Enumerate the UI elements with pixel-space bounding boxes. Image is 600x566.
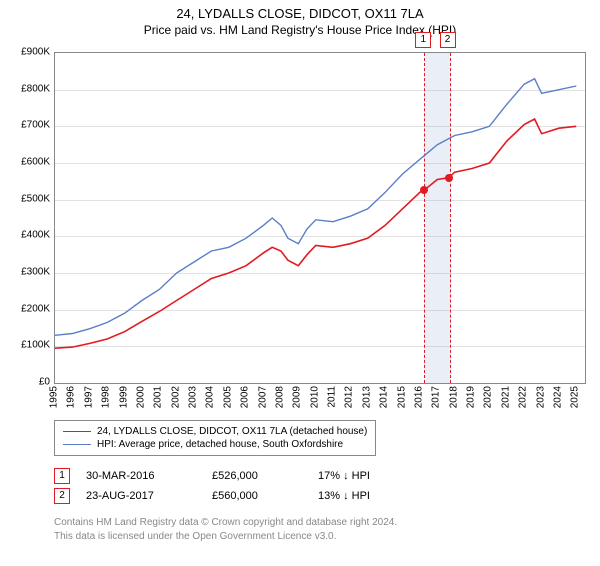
y-axis-label: £600K	[0, 157, 50, 168]
y-axis-label: £900K	[0, 47, 50, 58]
y-axis-label: £100K	[0, 340, 50, 351]
event-price: £560,000	[212, 490, 302, 502]
x-axis-label: 2002	[170, 386, 181, 408]
chart-subtitle: Price paid vs. HM Land Registry's House …	[0, 23, 600, 37]
event-price: £526,000	[212, 470, 302, 482]
x-axis-label: 2014	[379, 386, 390, 408]
x-axis-label: 2022	[518, 386, 529, 408]
y-axis-label: £300K	[0, 267, 50, 278]
x-axis-label: 2011	[327, 386, 338, 408]
x-axis-label: 2025	[570, 386, 581, 408]
x-axis-label: 1998	[101, 386, 112, 408]
legend-swatch	[63, 444, 91, 445]
x-axis-label: 2003	[188, 386, 199, 408]
y-axis-label: £500K	[0, 193, 50, 204]
y-axis-label: £200K	[0, 303, 50, 314]
plot-area: £0£100K£200K£300K£400K£500K£600K£700K£80…	[54, 52, 584, 382]
y-axis-label: £700K	[0, 120, 50, 131]
x-axis-label: 1995	[49, 386, 60, 408]
x-axis-label: 2017	[431, 386, 442, 408]
event-table: 1 30-MAR-2016 £526,000 17% ↓ HPI 2 23-AUG-201…	[54, 466, 584, 506]
x-axis-label: 2007	[257, 386, 268, 408]
x-axis-label: 2016	[413, 386, 424, 408]
x-axis-label: 2005	[222, 386, 233, 408]
legend: 24, LYDALLS CLOSE, DIDCOT, OX11 7LA (det…	[54, 420, 376, 456]
event-row: 1 30-MAR-2016 £526,000 17% ↓ HPI	[54, 466, 584, 486]
footer-line: This data is licensed under the Open Gov…	[54, 530, 584, 544]
x-axis-label: 2004	[205, 386, 216, 408]
event-date: 23-AUG-2017	[86, 490, 196, 502]
x-axis-label: 1997	[83, 386, 94, 408]
x-axis-label: 2018	[448, 386, 459, 408]
marker-box: 1	[415, 32, 431, 48]
x-axis-label: 2008	[274, 386, 285, 408]
y-axis-label: £800K	[0, 83, 50, 94]
chart-title: 24, LYDALLS CLOSE, DIDCOT, OX11 7LA	[0, 6, 600, 21]
legend-swatch	[63, 431, 91, 432]
x-axis-label: 2001	[153, 386, 164, 408]
event-date: 30-MAR-2016	[86, 470, 196, 482]
marker-box: 2	[440, 32, 456, 48]
x-axis-label: 2020	[483, 386, 494, 408]
event-delta: 13% ↓ HPI	[318, 490, 370, 502]
x-axis-label: 2019	[466, 386, 477, 408]
legend-label: HPI: Average price, detached house, Sout…	[97, 439, 343, 450]
x-axis-label: 2021	[500, 386, 511, 408]
event-row: 2 23-AUG-2017 £560,000 13% ↓ HPI	[54, 486, 584, 506]
x-axis-label: 2015	[396, 386, 407, 408]
footer-line: Contains HM Land Registry data © Crown c…	[54, 516, 584, 530]
chart-container: 24, LYDALLS CLOSE, DIDCOT, OX11 7LA Pric…	[0, 6, 600, 566]
legend-label: 24, LYDALLS CLOSE, DIDCOT, OX11 7LA (det…	[97, 426, 367, 437]
event-delta: 17% ↓ HPI	[318, 470, 370, 482]
event-marker-box: 2	[54, 488, 70, 504]
x-axis-label: 2023	[535, 386, 546, 408]
event-dot	[445, 174, 453, 182]
series-lines	[55, 53, 585, 383]
series-line	[55, 79, 576, 336]
y-axis-label: £400K	[0, 230, 50, 241]
y-axis-label: £0	[0, 377, 50, 388]
x-axis-label: 2012	[344, 386, 355, 408]
legend-item: HPI: Average price, detached house, Sout…	[63, 438, 367, 451]
x-axis-label: 2013	[361, 386, 372, 408]
legend-item: 24, LYDALLS CLOSE, DIDCOT, OX11 7LA (det…	[63, 425, 367, 438]
x-axis-label: 1996	[66, 386, 77, 408]
event-marker-box: 1	[54, 468, 70, 484]
x-axis-label: 2006	[240, 386, 251, 408]
series-line	[55, 119, 576, 348]
x-axis-label: 2009	[292, 386, 303, 408]
event-dot	[420, 186, 428, 194]
x-axis-label: 2010	[309, 386, 320, 408]
x-axis-label: 1999	[118, 386, 129, 408]
x-axis-label: 2000	[135, 386, 146, 408]
x-axis-label: 2024	[552, 386, 563, 408]
footer-attribution: Contains HM Land Registry data © Crown c…	[54, 516, 584, 543]
